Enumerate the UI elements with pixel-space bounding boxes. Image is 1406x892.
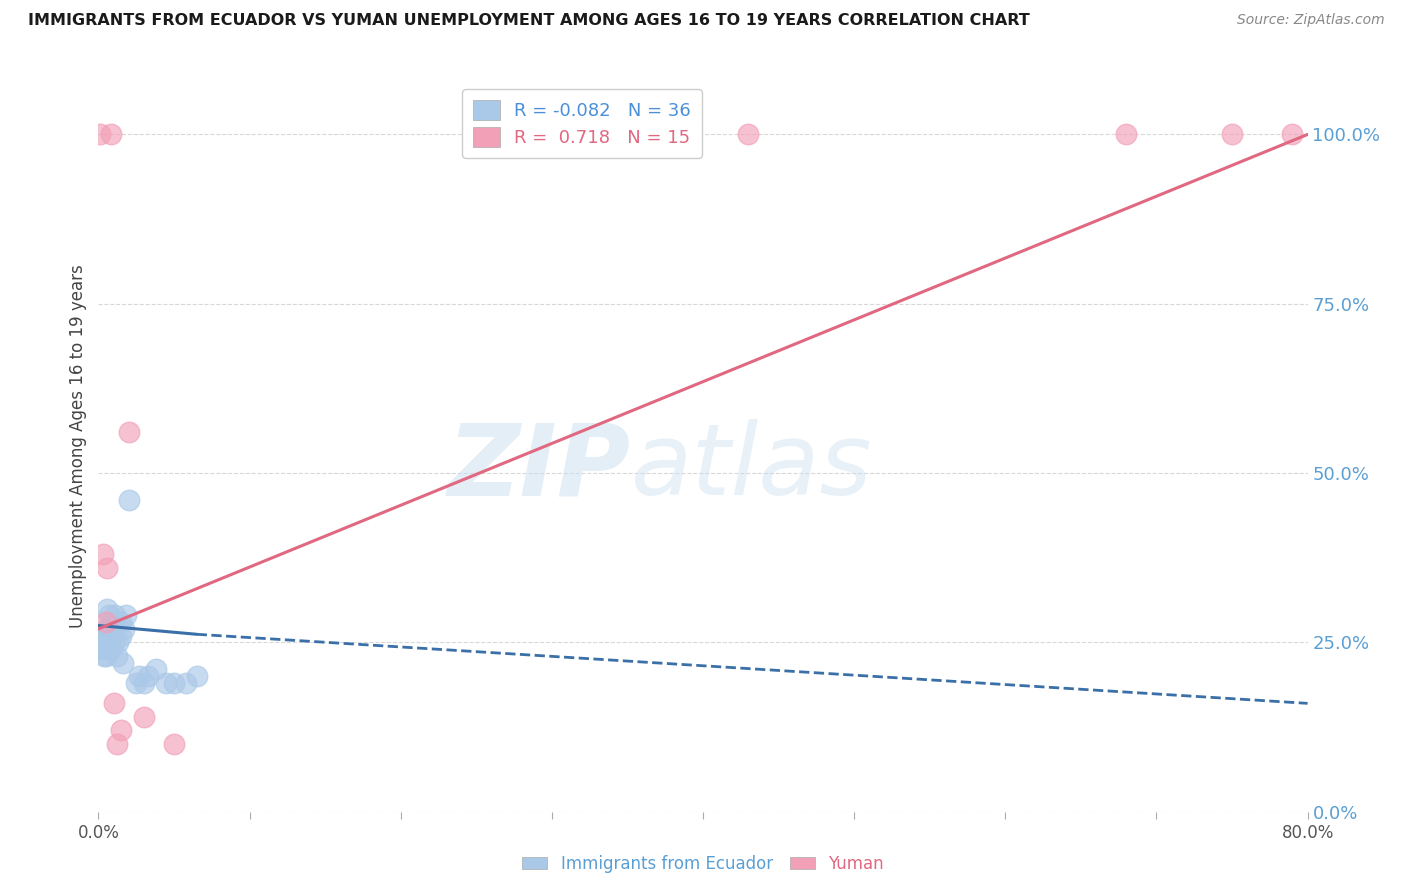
Point: [186, 669, 208, 683]
Point: [100, 128, 122, 142]
Point: [111, 656, 134, 670]
Point: [105, 648, 128, 663]
Point: [94, 635, 117, 649]
Point: [96, 601, 118, 615]
Point: [112, 622, 135, 636]
Text: IMMIGRANTS FROM ECUADOR VS YUMAN UNEMPLOYMENT AMONG AGES 16 TO 19 YEARS CORRELAT: IMMIGRANTS FROM ECUADOR VS YUMAN UNEMPLO…: [28, 13, 1029, 29]
Point: [103, 615, 125, 629]
Point: [89, 642, 111, 657]
Point: [90, 635, 112, 649]
Text: atlas: atlas: [630, 419, 872, 516]
Legend: Immigrants from Ecuador, Yuman: Immigrants from Ecuador, Yuman: [516, 848, 890, 880]
Point: [104, 608, 127, 623]
Text: Source: ZipAtlas.com: Source: ZipAtlas.com: [1237, 13, 1385, 28]
Point: [91, 547, 114, 561]
Point: [107, 635, 129, 649]
Point: [1220, 128, 1243, 142]
Point: [174, 676, 197, 690]
Point: [737, 128, 759, 142]
Point: [145, 663, 167, 677]
Point: [110, 629, 132, 643]
Point: [89, 128, 111, 142]
Point: [110, 723, 132, 738]
Point: [91, 642, 114, 657]
Point: [1115, 128, 1137, 142]
Point: [136, 669, 159, 683]
Point: [132, 710, 155, 724]
Point: [98, 635, 121, 649]
Point: [94, 615, 117, 629]
Point: [132, 676, 155, 690]
Point: [163, 676, 186, 690]
Legend: R = -0.082   N = 36, R =  0.718   N = 15: R = -0.082 N = 36, R = 0.718 N = 15: [463, 89, 702, 158]
Point: [98, 629, 121, 643]
Point: [114, 608, 136, 623]
Point: [96, 561, 118, 575]
Point: [91, 629, 114, 643]
Y-axis label: Unemployment Among Ages 16 to 19 years: Unemployment Among Ages 16 to 19 years: [69, 264, 87, 628]
Point: [94, 648, 117, 663]
Point: [96, 622, 118, 636]
Point: [118, 425, 141, 440]
Point: [98, 608, 121, 623]
Point: [93, 648, 115, 663]
Point: [125, 676, 148, 690]
Text: ZIP: ZIP: [447, 419, 630, 516]
Point: [100, 629, 122, 643]
Point: [155, 676, 177, 690]
Point: [103, 635, 125, 649]
Point: [1281, 128, 1303, 142]
Point: [128, 669, 150, 683]
Point: [100, 642, 122, 657]
Point: [103, 697, 125, 711]
Point: [105, 737, 128, 751]
Point: [163, 737, 186, 751]
Point: [101, 622, 124, 636]
Point: [110, 615, 132, 629]
Point: [94, 622, 117, 636]
Point: [118, 493, 141, 508]
